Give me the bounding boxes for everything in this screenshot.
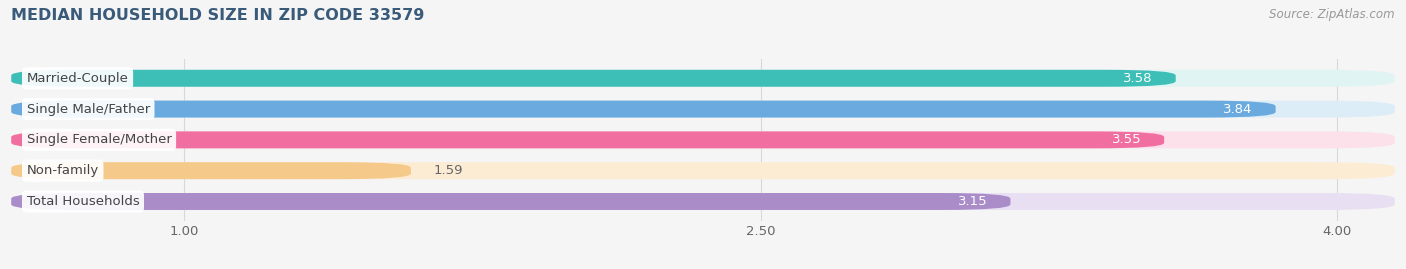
Text: Non-family: Non-family [27, 164, 98, 177]
FancyBboxPatch shape [11, 193, 1011, 210]
FancyBboxPatch shape [11, 132, 1395, 148]
FancyBboxPatch shape [11, 162, 1395, 179]
FancyBboxPatch shape [11, 193, 1395, 210]
Text: 3.84: 3.84 [1223, 102, 1253, 116]
Text: 1.59: 1.59 [434, 164, 464, 177]
Text: 3.58: 3.58 [1123, 72, 1153, 85]
FancyBboxPatch shape [11, 70, 1175, 87]
Text: MEDIAN HOUSEHOLD SIZE IN ZIP CODE 33579: MEDIAN HOUSEHOLD SIZE IN ZIP CODE 33579 [11, 8, 425, 23]
Text: 3.15: 3.15 [957, 195, 987, 208]
FancyBboxPatch shape [11, 101, 1395, 118]
FancyBboxPatch shape [11, 70, 1395, 87]
Text: 3.55: 3.55 [1112, 133, 1142, 146]
FancyBboxPatch shape [11, 162, 411, 179]
Text: Total Households: Total Households [27, 195, 139, 208]
Text: Married-Couple: Married-Couple [27, 72, 128, 85]
Text: Single Male/Father: Single Male/Father [27, 102, 150, 116]
Text: Single Female/Mother: Single Female/Mother [27, 133, 172, 146]
FancyBboxPatch shape [11, 101, 1275, 118]
FancyBboxPatch shape [11, 132, 1164, 148]
Text: Source: ZipAtlas.com: Source: ZipAtlas.com [1270, 8, 1395, 21]
